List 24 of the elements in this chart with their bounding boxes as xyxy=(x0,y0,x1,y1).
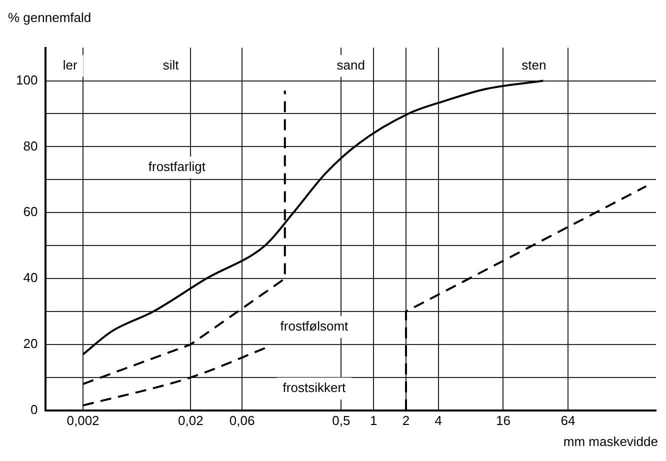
x-tick-label: 0,5 xyxy=(332,412,350,428)
y-tick-label: 100 xyxy=(16,72,38,88)
annotation: frostfarligt xyxy=(148,159,206,174)
y-tick-label: 40 xyxy=(23,270,38,286)
y-tick-label: 60 xyxy=(23,204,38,220)
annotation: sand xyxy=(336,58,365,73)
x-tick-label: 16 xyxy=(496,412,510,428)
x-tick-label: 0,06 xyxy=(229,412,255,428)
y-tick-label: 80 xyxy=(23,138,38,154)
x-axis-title: mm maskevidde xyxy=(563,434,658,449)
y-tick-label: 0 xyxy=(30,402,38,417)
annotation: sten xyxy=(522,58,546,73)
y-axis-title: % gennemfald xyxy=(8,10,92,25)
x-tick-label: 4 xyxy=(434,412,442,428)
x-tick-label: 2 xyxy=(402,412,410,428)
x-tick-label: 1 xyxy=(370,412,378,428)
annotation: silt xyxy=(162,58,180,73)
x-tick-label: 64 xyxy=(560,412,576,428)
x-tick-label: 0,02 xyxy=(178,412,204,428)
annotation: frostsikkert xyxy=(282,380,346,396)
annotation: ler xyxy=(62,58,78,73)
y-tick-label: 20 xyxy=(23,336,38,352)
annotation: frostfølsomt xyxy=(280,318,349,334)
x-tick-label: 0,002 xyxy=(66,412,100,428)
